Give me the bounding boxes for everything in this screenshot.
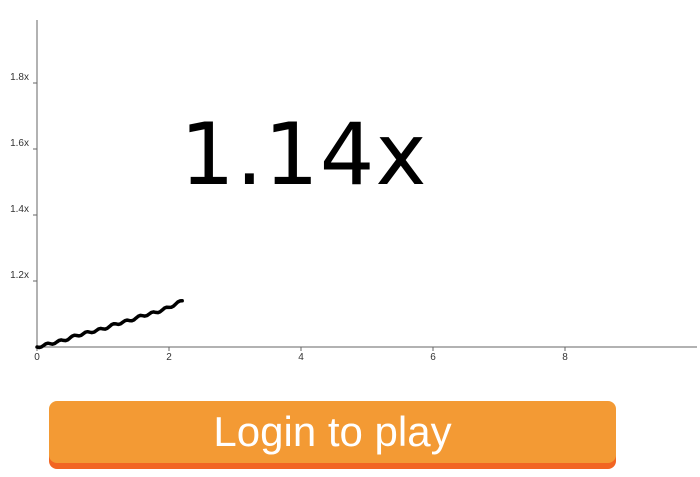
login-to-play-button[interactable]: Login to play (49, 401, 616, 463)
x-tick-label: 8 (562, 352, 568, 363)
multiplier-chart: 0 2 4 6 8 1.2x 1.4x 1.6x 1.8x (10, 20, 697, 363)
multiplier-curve (35, 299, 184, 350)
x-tick-label: 4 (298, 352, 304, 363)
x-tick-label: 2 (166, 352, 172, 363)
chart-curve-layer (35, 299, 184, 350)
y-tick-label: 1.8x (10, 72, 29, 83)
chart-ticks: 0 2 4 6 8 1.2x 1.4x 1.6x 1.8x (10, 72, 568, 363)
y-tick-label: 1.6x (10, 138, 29, 149)
x-tick-label: 6 (430, 352, 436, 363)
y-tick-label: 1.4x (10, 204, 29, 215)
current-multiplier: 1.14x (180, 105, 428, 205)
x-tick-label: 0 (34, 352, 40, 363)
y-tick-label: 1.2x (10, 270, 29, 281)
chart-axes (36, 20, 697, 348)
